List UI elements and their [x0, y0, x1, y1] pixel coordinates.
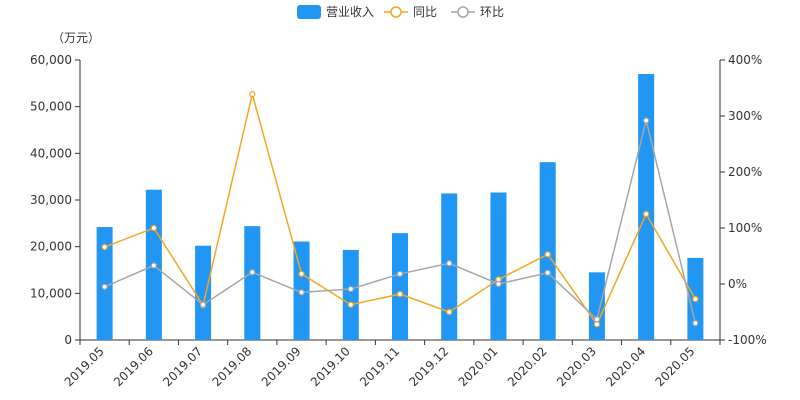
left-tick-label: 50,000: [30, 100, 72, 114]
revenue-bar[interactable]: [342, 249, 359, 340]
legend-item-mom[interactable]: 环比: [451, 5, 504, 19]
revenue-bar[interactable]: [539, 162, 556, 340]
mom-point[interactable]: [347, 285, 354, 293]
lines: [101, 91, 699, 328]
mom-point[interactable]: [692, 320, 699, 327]
bars: [96, 74, 704, 340]
mom-point[interactable]: [150, 262, 157, 269]
x-tick-label: 2020.01: [456, 344, 501, 389]
right-tick-label: 300%: [728, 109, 762, 123]
yoy-point[interactable]: [298, 270, 305, 278]
yoy-point[interactable]: [396, 290, 404, 298]
legend: 营业收入 同比 环比: [297, 5, 504, 19]
x-tick-label: 2020.02: [505, 344, 550, 389]
x-tick-label: 2019.09: [259, 344, 304, 389]
mom-point[interactable]: [495, 280, 502, 288]
revenue-bar[interactable]: [588, 272, 605, 340]
legend-item-revenue[interactable]: 营业收入: [297, 5, 374, 19]
x-tick-label: 2019.06: [111, 344, 156, 389]
legend-label-revenue: 营业收入: [326, 5, 374, 19]
yoy-point[interactable]: [101, 243, 108, 251]
revenue-bar[interactable]: [490, 192, 507, 340]
revenue-bar[interactable]: [96, 227, 113, 340]
left-axis-unit: （万元）: [52, 31, 100, 45]
legend-swatch-revenue: [297, 5, 321, 19]
left-tick-label: 20,000: [30, 240, 72, 254]
yoy-point[interactable]: [593, 321, 601, 328]
x-tick-label: 2020.05: [653, 344, 698, 389]
mom-point[interactable]: [199, 301, 207, 308]
revenue-bar[interactable]: [244, 226, 261, 340]
mom-point[interactable]: [544, 269, 551, 276]
mom-point[interactable]: [249, 269, 256, 276]
mom-point[interactable]: [396, 270, 404, 278]
legend-label-yoy: 同比: [413, 5, 437, 19]
revenue-bar[interactable]: [441, 193, 458, 340]
mom-point[interactable]: [298, 289, 305, 296]
legend-label-mom: 环比: [480, 5, 504, 19]
yoy-point[interactable]: [692, 296, 699, 303]
legend-marker-yoy: [390, 6, 402, 18]
yoy-point[interactable]: [249, 91, 256, 98]
mom-point[interactable]: [643, 117, 650, 124]
mom-point[interactable]: [593, 316, 601, 323]
x-tick-label: 2019.10: [308, 344, 353, 389]
right-tick-label: 100%: [728, 221, 762, 235]
legend-item-yoy[interactable]: 同比: [384, 5, 437, 19]
x-tick-label: 2019.11: [357, 344, 402, 389]
right-tick-label: 0%: [728, 277, 747, 291]
yoy-point[interactable]: [643, 210, 650, 218]
yoy-point[interactable]: [446, 308, 453, 316]
x-tick-label: 2019.07: [160, 344, 205, 389]
x-tick-label: 2020.04: [603, 344, 648, 389]
x-tick-label: 2019.12: [406, 344, 451, 389]
left-tick-label: 60,000: [30, 53, 72, 67]
right-tick-label: 400%: [728, 53, 762, 67]
yoy-point[interactable]: [150, 224, 157, 232]
x-tick-label: 2019.08: [209, 344, 254, 389]
left-tick-label: 0: [64, 333, 72, 347]
left-tick-label: 30,000: [30, 193, 72, 207]
yoy-point[interactable]: [544, 251, 551, 258]
x-tick-label: 2019.05: [62, 344, 107, 389]
left-tick-label: 40,000: [30, 146, 72, 160]
yoy-point[interactable]: [347, 301, 354, 308]
revenue-bar[interactable]: [195, 245, 212, 340]
legend-marker-mom: [457, 6, 469, 18]
mom-point[interactable]: [101, 283, 108, 290]
x-tick-label: 2020.03: [554, 344, 599, 389]
revenue-bar[interactable]: [638, 74, 655, 340]
right-tick-label: -100%: [728, 333, 767, 347]
left-tick-label: 10,000: [30, 286, 72, 300]
mom-point[interactable]: [446, 260, 453, 267]
revenue-bar[interactable]: [392, 233, 408, 340]
right-tick-label: 200%: [728, 165, 762, 179]
